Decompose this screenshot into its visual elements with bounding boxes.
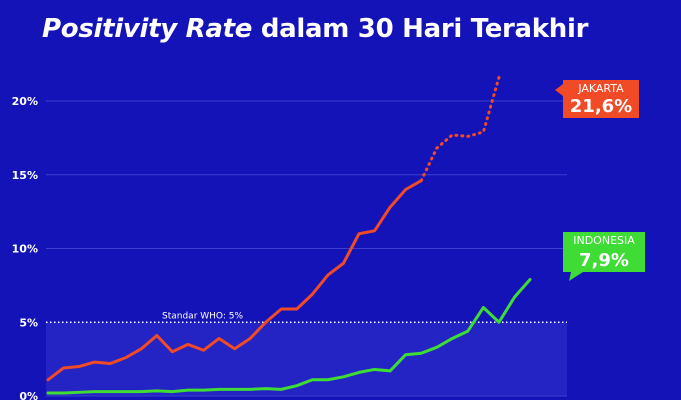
callout-box-jakarta <box>563 80 639 118</box>
callout-pointer-jakarta <box>555 84 563 96</box>
series-lines <box>46 75 532 395</box>
callout-value-indonesia: 7,9% <box>579 250 629 271</box>
reference-band <box>46 322 567 396</box>
callout-name-indonesia: INDONESIA <box>573 234 635 247</box>
chart-title-rest: dalam 30 Hari Terakhir <box>252 14 589 44</box>
y-tick-label-2: 10% <box>12 243 38 256</box>
y-tick-label-4: 20% <box>12 95 38 108</box>
callout-name-jakarta: JAKARTA <box>577 82 624 95</box>
callout-value-jakarta: 21,6% <box>570 96 632 117</box>
callout-indonesia: INDONESIA 7,9% <box>563 232 645 281</box>
reference-line-group: Standar WHO: 5% <box>46 311 567 323</box>
series-line-indonesia <box>46 277 532 395</box>
chart-title-italic: Positivity Rate <box>42 14 253 44</box>
callout-box-indonesia <box>563 232 645 272</box>
chart-title: Positivity Rate dalam 30 Hari Terakhir <box>42 14 588 44</box>
y-tick-label-1: 5% <box>19 316 38 329</box>
gridlines <box>46 100 567 397</box>
y-tick-label-0: 0% <box>19 390 38 400</box>
y-tick-label-3: 15% <box>12 169 38 182</box>
shaded-band <box>46 322 567 396</box>
reference-line-label: Standar WHO: 5% <box>162 311 243 321</box>
series-line-jakarta <box>46 179 423 382</box>
series-line-dotted-jakarta <box>419 75 501 183</box>
y-tick-labels: 0% 5% 10% 15% 20% <box>12 95 38 400</box>
callout-pointer-indonesia <box>569 272 583 281</box>
